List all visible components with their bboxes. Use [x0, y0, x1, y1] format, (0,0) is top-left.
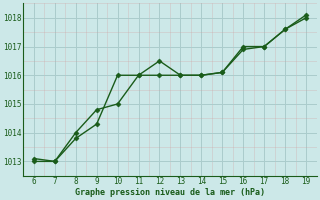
- X-axis label: Graphe pression niveau de la mer (hPa): Graphe pression niveau de la mer (hPa): [75, 188, 265, 197]
